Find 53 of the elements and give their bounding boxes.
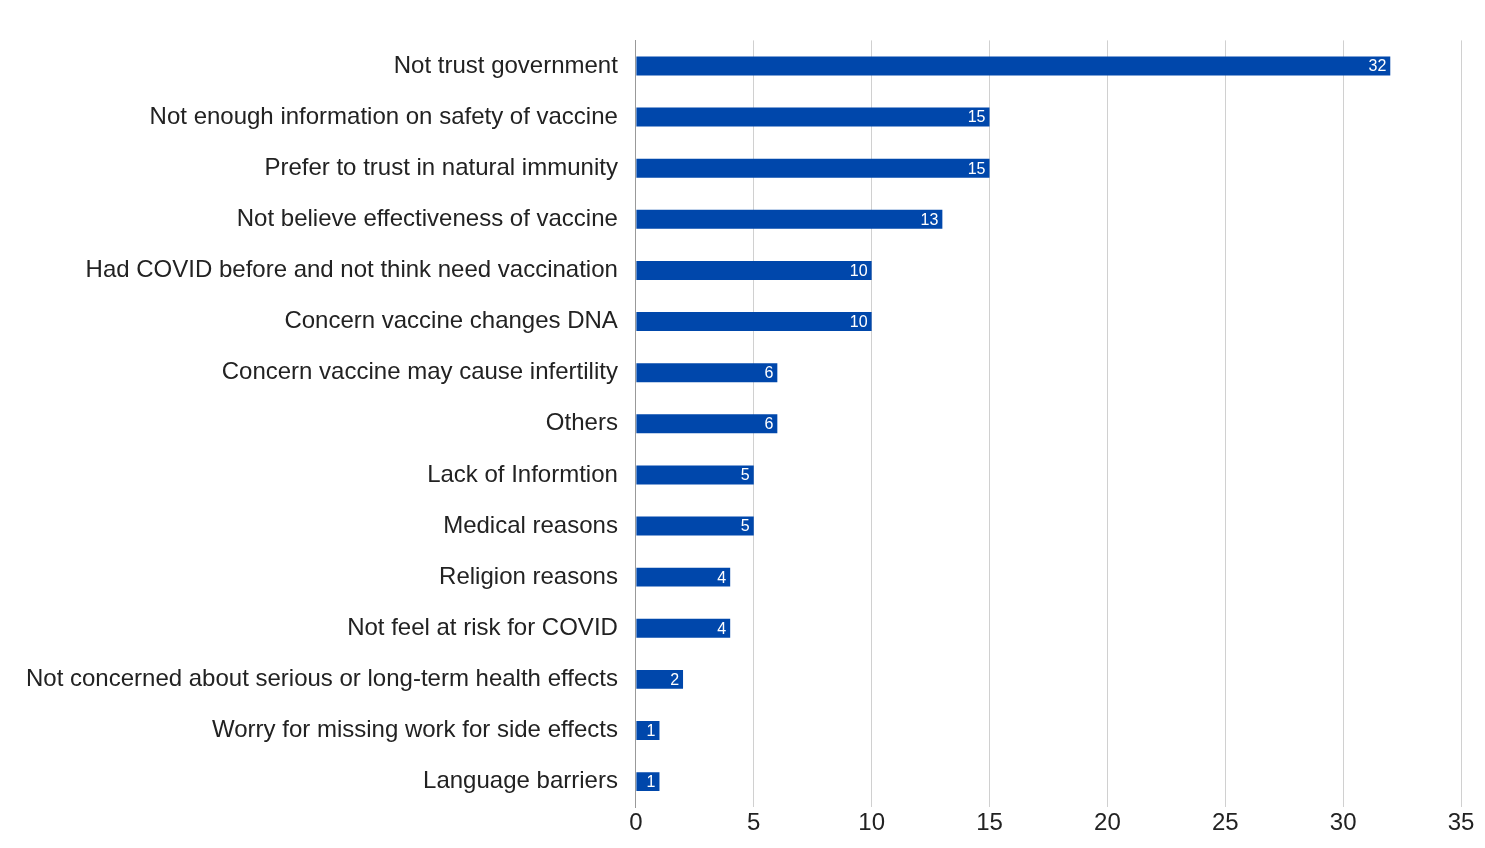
bar bbox=[636, 721, 660, 740]
y-tick-label: Not concerned about serious or long-term health effects bbox=[26, 664, 618, 692]
data-label: 13 bbox=[920, 210, 939, 228]
bar bbox=[636, 107, 990, 127]
y-tick-label: Language barriers bbox=[423, 766, 618, 794]
data-label: 15 bbox=[967, 108, 986, 126]
y-tick-label: Worry for missing work for side effects bbox=[212, 715, 618, 743]
x-tick-label: 35 bbox=[1447, 808, 1475, 836]
x-tick-label: 10 bbox=[858, 808, 885, 836]
bar bbox=[636, 772, 660, 792]
bar bbox=[636, 465, 754, 485]
data-label: 32 bbox=[1368, 57, 1387, 75]
data-label: 1 bbox=[646, 773, 656, 791]
bar bbox=[636, 669, 684, 689]
data-label: 6 bbox=[764, 364, 774, 382]
x-tick-label: 0 bbox=[629, 808, 643, 836]
x-tick-label: 25 bbox=[1211, 808, 1239, 836]
bar bbox=[636, 56, 1391, 76]
y-tick-label: Concern vaccine may cause infertility bbox=[221, 357, 618, 385]
x-tick-label: 15 bbox=[976, 808, 1003, 836]
y-tick-label: Concern vaccine changes DNA bbox=[284, 306, 618, 334]
y-tick-label: Medical reasons bbox=[443, 510, 618, 538]
data-label: 10 bbox=[849, 312, 868, 330]
y-tick-label: Others bbox=[545, 408, 618, 436]
bar bbox=[636, 516, 754, 536]
x-tick-label: 5 bbox=[747, 808, 761, 836]
bar bbox=[636, 363, 778, 383]
bar bbox=[636, 260, 872, 280]
y-tick-label: Religion reasons bbox=[439, 561, 618, 589]
y-tick-label: Not believe effectiveness of vaccine bbox=[236, 203, 618, 231]
data-label: 1 bbox=[646, 721, 656, 739]
y-tick-label: Lack of Informtion bbox=[427, 459, 618, 487]
data-label: 4 bbox=[717, 568, 727, 586]
data-label: 6 bbox=[764, 415, 774, 433]
y-tick-label: Not enough information on safety of vaccine bbox=[149, 101, 618, 129]
data-label: 15 bbox=[967, 159, 986, 177]
data-label: 2 bbox=[670, 670, 680, 688]
x-tick-label: 30 bbox=[1329, 808, 1357, 836]
data-label: 10 bbox=[849, 261, 868, 279]
data-label: 5 bbox=[740, 517, 750, 535]
bar bbox=[636, 567, 731, 587]
bar bbox=[636, 209, 943, 229]
data-label: 5 bbox=[740, 466, 750, 484]
y-tick-label: Had COVID before and not think need vaccination bbox=[85, 255, 618, 283]
bar bbox=[636, 312, 872, 332]
y-tick-label: Not feel at risk for COVID bbox=[347, 612, 618, 640]
x-tick-label: 20 bbox=[1094, 808, 1121, 836]
bar bbox=[636, 618, 731, 638]
y-tick-label: Prefer to trust in natural immunity bbox=[264, 152, 618, 180]
bar bbox=[636, 158, 990, 178]
y-tick-label: Not trust government bbox=[393, 50, 619, 78]
data-label: 4 bbox=[717, 619, 727, 637]
bar bbox=[636, 414, 778, 434]
